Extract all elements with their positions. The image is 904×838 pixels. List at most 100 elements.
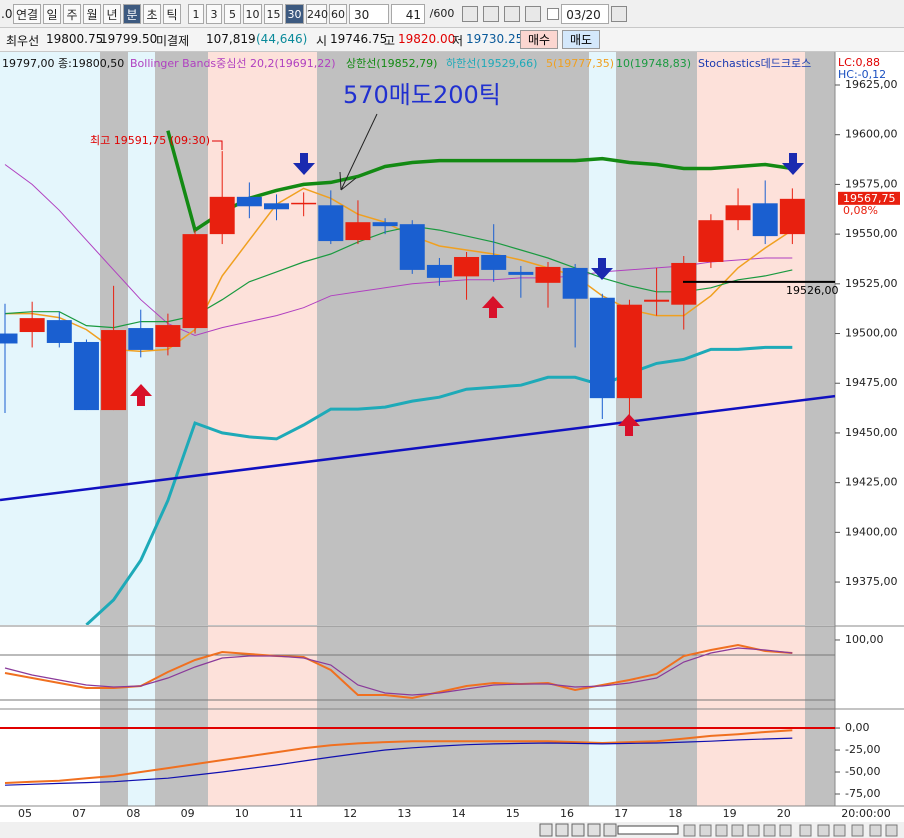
annotation-arrow — [339, 113, 378, 191]
candle-body — [426, 264, 452, 278]
period-button[interactable]: 초 — [143, 3, 161, 24]
scroll-button — [555, 823, 569, 837]
tool-button — [869, 824, 882, 837]
calendar-button[interactable] — [611, 5, 627, 22]
signal-arrow — [293, 153, 315, 175]
y-tick-label: 19375,00 — [845, 575, 898, 588]
y-tick-label: -50,00 — [845, 765, 880, 778]
tool-button — [763, 824, 776, 837]
indicator-line — [4, 729, 793, 784]
trend-line — [0, 394, 835, 502]
candle-body — [291, 202, 317, 205]
period-button[interactable]: 연결 — [13, 3, 41, 24]
interval-button[interactable]: 1 — [188, 3, 204, 24]
x-tick-label: 05 — [18, 807, 32, 820]
sub-pane-shade — [616, 626, 697, 806]
interval-button[interactable]: 15 — [264, 3, 283, 24]
info-oi-label: 미결제 — [156, 34, 190, 48]
x-tick-label: 20 — [777, 807, 791, 820]
scroll-button — [571, 823, 585, 837]
interval-button[interactable]: 10 — [243, 3, 262, 24]
candle-body — [698, 220, 724, 262]
period-button[interactable]: 년 — [103, 3, 121, 24]
signal-arrow — [782, 153, 804, 175]
x-tick-label: 08 — [126, 807, 140, 820]
legend-entry: 10(19748,83) — [616, 57, 691, 70]
tool-button — [683, 824, 696, 837]
lc-label: LC:0,88 — [838, 56, 880, 69]
y-tick-label: 19425,00 — [845, 476, 898, 489]
legend-entry: 5(19777,35) — [546, 57, 614, 70]
info-bid: 19799.50 — [100, 32, 158, 46]
signal-arrow — [482, 296, 504, 318]
y-tick-label: 19550,00 — [845, 227, 898, 240]
x-tick-label: 19 — [723, 807, 737, 820]
scroll-button — [539, 823, 553, 837]
date-input[interactable]: 03/20 — [561, 3, 609, 24]
tool-button — [699, 824, 712, 837]
x-tick-label: 09 — [181, 807, 195, 820]
info-bar: 최우선 19800.75 19799.50 미결제 107,819 (44,646) 시 19… — [0, 28, 904, 52]
candle-body — [46, 320, 72, 343]
annotation: 최고 19591,75 (09:30) — [90, 134, 210, 147]
y-tick-label: 19600,00 — [845, 128, 898, 141]
interval-button[interactable]: 3 — [206, 3, 222, 24]
info-open-label: 시 — [316, 34, 328, 48]
x-tick-label: 07 — [72, 807, 86, 820]
candle-body — [535, 266, 561, 283]
indicator-line — [4, 225, 793, 329]
tool-icon[interactable] — [504, 5, 520, 22]
sub-pane-shade — [128, 626, 155, 806]
sub-pane-shade — [697, 626, 805, 806]
candle-body — [779, 198, 805, 235]
period-button[interactable]: 분 — [123, 3, 141, 24]
scroll-button — [603, 823, 617, 837]
checkbox[interactable] — [547, 7, 559, 20]
main-plot — [0, 130, 835, 625]
interval-button[interactable]: 30 — [285, 3, 304, 24]
period-button[interactable]: 틱 — [163, 3, 181, 24]
candle-body — [318, 205, 344, 242]
candle-body — [128, 328, 154, 350]
candle-body — [454, 256, 480, 277]
tool-icon[interactable] — [483, 5, 499, 22]
interval-select[interactable]: 30 — [349, 3, 389, 24]
sub-plot — [0, 643, 835, 701]
candle-body — [182, 234, 208, 329]
x-tick-label: 10 — [235, 807, 249, 820]
tool-icon[interactable] — [462, 5, 478, 22]
legend-signal: Stochastics데드크로스 — [698, 57, 811, 70]
tool-button — [885, 824, 898, 837]
interval-button[interactable]: 240 — [306, 3, 328, 24]
count-input[interactable]: 41 — [391, 3, 425, 24]
sub-pane-shade — [317, 626, 589, 806]
tool-icon[interactable] — [525, 5, 541, 22]
candle-body — [562, 267, 588, 299]
buy-button[interactable]: 매수 — [520, 30, 558, 49]
sub-pane-shade — [100, 626, 128, 806]
period-button[interactable]: 일 — [43, 3, 61, 24]
tool-button — [779, 824, 792, 837]
price-line-label: 19526,00 — [786, 284, 839, 297]
legend-header: 19797,00 종:19800,50 — [2, 57, 124, 70]
signal-arrow — [618, 414, 640, 436]
info-ask: 19800.75 — [46, 32, 104, 46]
y-tick-label: 19575,00 — [845, 177, 898, 190]
candle-body — [345, 222, 371, 241]
period-button[interactable]: 주 — [63, 3, 81, 24]
tool-button — [715, 824, 728, 837]
sell-button[interactable]: 매도 — [562, 30, 600, 49]
y-tick-label: -75,00 — [845, 787, 880, 800]
tool-button — [817, 824, 830, 837]
period-button[interactable]: 월 — [83, 3, 101, 24]
interval-button[interactable]: 60 — [329, 3, 347, 24]
legend-entry: 상한선(19852,79) — [346, 57, 437, 70]
sub-pane-shade — [589, 626, 616, 806]
x-tick-label: 16 — [560, 807, 574, 820]
y-tick-label: 19400,00 — [845, 525, 898, 538]
interval-button[interactable]: 5 — [224, 3, 241, 24]
session-shade — [805, 52, 835, 625]
last-price-box — [838, 191, 900, 205]
info-oi: 107,819 — [206, 32, 256, 46]
candle-body — [264, 203, 289, 210]
